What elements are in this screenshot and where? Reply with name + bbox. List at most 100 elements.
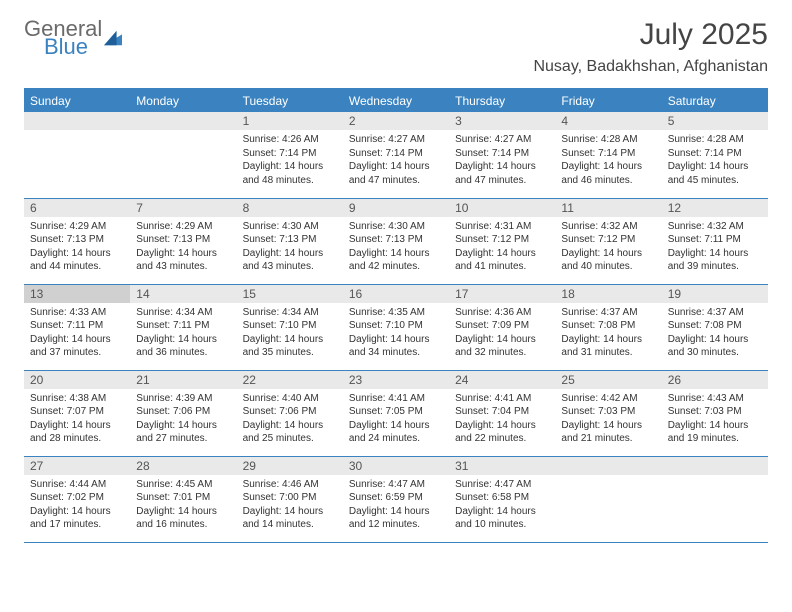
day-number: 26 [662, 371, 768, 389]
day-number: 8 [237, 199, 343, 217]
sunrise-line: Sunrise: 4:30 AM [243, 220, 337, 234]
day-number: 2 [343, 112, 449, 130]
day-number: 3 [449, 112, 555, 130]
day-number: 19 [662, 285, 768, 303]
daylight-line: Daylight: 14 hours and 47 minutes. [455, 160, 549, 187]
cell-body: Sunrise: 4:44 AMSunset: 7:02 PMDaylight:… [24, 475, 130, 535]
cell-body: Sunrise: 4:42 AMSunset: 7:03 PMDaylight:… [555, 389, 661, 449]
sunset-line: Sunset: 7:06 PM [136, 405, 230, 419]
daylight-line: Daylight: 14 hours and 25 minutes. [243, 419, 337, 446]
calendar-cell [662, 456, 768, 542]
calendar-cell: 3Sunrise: 4:27 AMSunset: 7:14 PMDaylight… [449, 112, 555, 198]
sunset-line: Sunset: 7:07 PM [30, 405, 124, 419]
location-text: Nusay, Badakhshan, Afghanistan [533, 58, 768, 76]
cell-body: Sunrise: 4:30 AMSunset: 7:13 PMDaylight:… [343, 217, 449, 277]
cell-body: Sunrise: 4:30 AMSunset: 7:13 PMDaylight:… [237, 217, 343, 277]
calendar-cell: 2Sunrise: 4:27 AMSunset: 7:14 PMDaylight… [343, 112, 449, 198]
daylight-line: Daylight: 14 hours and 24 minutes. [349, 419, 443, 446]
daylight-line: Daylight: 14 hours and 32 minutes. [455, 333, 549, 360]
calendar-cell [24, 112, 130, 198]
cell-body: Sunrise: 4:38 AMSunset: 7:07 PMDaylight:… [24, 389, 130, 449]
sunrise-line: Sunrise: 4:27 AM [455, 133, 549, 147]
sunrise-line: Sunrise: 4:33 AM [30, 306, 124, 320]
calendar-cell: 16Sunrise: 4:35 AMSunset: 7:10 PMDayligh… [343, 284, 449, 370]
calendar-cell: 20Sunrise: 4:38 AMSunset: 7:07 PMDayligh… [24, 370, 130, 456]
sunrise-line: Sunrise: 4:45 AM [136, 478, 230, 492]
cell-body: Sunrise: 4:34 AMSunset: 7:10 PMDaylight:… [237, 303, 343, 363]
cell-body: Sunrise: 4:47 AMSunset: 6:58 PMDaylight:… [449, 475, 555, 535]
day-number: 7 [130, 199, 236, 217]
daylight-line: Daylight: 14 hours and 40 minutes. [561, 247, 655, 274]
day-number: 11 [555, 199, 661, 217]
cell-body: Sunrise: 4:27 AMSunset: 7:14 PMDaylight:… [343, 130, 449, 190]
sunrise-line: Sunrise: 4:27 AM [349, 133, 443, 147]
daylight-line: Daylight: 14 hours and 21 minutes. [561, 419, 655, 446]
daylight-line: Daylight: 14 hours and 17 minutes. [30, 505, 124, 532]
day-number: 12 [662, 199, 768, 217]
sunrise-line: Sunrise: 4:43 AM [668, 392, 762, 406]
sunrise-line: Sunrise: 4:32 AM [668, 220, 762, 234]
daylight-line: Daylight: 14 hours and 36 minutes. [136, 333, 230, 360]
calendar-cell: 12Sunrise: 4:32 AMSunset: 7:11 PMDayligh… [662, 198, 768, 284]
sunset-line: Sunset: 7:10 PM [243, 319, 337, 333]
calendar-cell: 5Sunrise: 4:28 AMSunset: 7:14 PMDaylight… [662, 112, 768, 198]
sunset-line: Sunset: 7:03 PM [668, 405, 762, 419]
calendar-cell: 23Sunrise: 4:41 AMSunset: 7:05 PMDayligh… [343, 370, 449, 456]
calendar-cell: 22Sunrise: 4:40 AMSunset: 7:06 PMDayligh… [237, 370, 343, 456]
day-number: 31 [449, 457, 555, 475]
sunset-line: Sunset: 7:02 PM [30, 491, 124, 505]
calendar-week-row: 13Sunrise: 4:33 AMSunset: 7:11 PMDayligh… [24, 284, 768, 370]
daylight-line: Daylight: 14 hours and 27 minutes. [136, 419, 230, 446]
daylight-line: Daylight: 14 hours and 31 minutes. [561, 333, 655, 360]
sunset-line: Sunset: 7:10 PM [349, 319, 443, 333]
sunrise-line: Sunrise: 4:41 AM [349, 392, 443, 406]
daylight-line: Daylight: 14 hours and 37 minutes. [30, 333, 124, 360]
daylight-line: Daylight: 14 hours and 10 minutes. [455, 505, 549, 532]
sunrise-line: Sunrise: 4:28 AM [668, 133, 762, 147]
sunrise-line: Sunrise: 4:39 AM [136, 392, 230, 406]
daylight-line: Daylight: 14 hours and 42 minutes. [349, 247, 443, 274]
calendar-cell: 31Sunrise: 4:47 AMSunset: 6:58 PMDayligh… [449, 456, 555, 542]
sunrise-line: Sunrise: 4:31 AM [455, 220, 549, 234]
cell-body: Sunrise: 4:32 AMSunset: 7:12 PMDaylight:… [555, 217, 661, 277]
cell-body: Sunrise: 4:27 AMSunset: 7:14 PMDaylight:… [449, 130, 555, 190]
calendar-cell: 28Sunrise: 4:45 AMSunset: 7:01 PMDayligh… [130, 456, 236, 542]
page-header: General Blue July 2025 Nusay, Badakhshan… [24, 18, 768, 76]
calendar-cell: 9Sunrise: 4:30 AMSunset: 7:13 PMDaylight… [343, 198, 449, 284]
cell-body: Sunrise: 4:41 AMSunset: 7:05 PMDaylight:… [343, 389, 449, 449]
day-number: 13 [24, 285, 130, 303]
day-number: 22 [237, 371, 343, 389]
calendar-cell: 1Sunrise: 4:26 AMSunset: 7:14 PMDaylight… [237, 112, 343, 198]
month-title: July 2025 [533, 18, 768, 52]
sunset-line: Sunset: 7:01 PM [136, 491, 230, 505]
day-number [130, 112, 236, 130]
daylight-line: Daylight: 14 hours and 44 minutes. [30, 247, 124, 274]
day-number: 27 [24, 457, 130, 475]
daylight-line: Daylight: 14 hours and 14 minutes. [243, 505, 337, 532]
sunrise-line: Sunrise: 4:38 AM [30, 392, 124, 406]
cell-body: Sunrise: 4:29 AMSunset: 7:13 PMDaylight:… [24, 217, 130, 277]
cell-body: Sunrise: 4:31 AMSunset: 7:12 PMDaylight:… [449, 217, 555, 277]
day-number: 16 [343, 285, 449, 303]
sunrise-line: Sunrise: 4:30 AM [349, 220, 443, 234]
cell-body: Sunrise: 4:47 AMSunset: 6:59 PMDaylight:… [343, 475, 449, 535]
sunset-line: Sunset: 6:59 PM [349, 491, 443, 505]
sunrise-line: Sunrise: 4:28 AM [561, 133, 655, 147]
sunrise-line: Sunrise: 4:35 AM [349, 306, 443, 320]
sunset-line: Sunset: 7:13 PM [243, 233, 337, 247]
daylight-line: Daylight: 14 hours and 47 minutes. [349, 160, 443, 187]
cell-body: Sunrise: 4:37 AMSunset: 7:08 PMDaylight:… [555, 303, 661, 363]
calendar-cell: 4Sunrise: 4:28 AMSunset: 7:14 PMDaylight… [555, 112, 661, 198]
daylight-line: Daylight: 14 hours and 35 minutes. [243, 333, 337, 360]
sunrise-line: Sunrise: 4:34 AM [136, 306, 230, 320]
calendar-cell: 29Sunrise: 4:46 AMSunset: 7:00 PMDayligh… [237, 456, 343, 542]
logo-triangle-icon [104, 30, 122, 46]
daylight-line: Daylight: 14 hours and 46 minutes. [561, 160, 655, 187]
day-header: Thursday [449, 90, 555, 112]
day-number: 14 [130, 285, 236, 303]
sunset-line: Sunset: 7:00 PM [243, 491, 337, 505]
day-number: 5 [662, 112, 768, 130]
cell-body: Sunrise: 4:43 AMSunset: 7:03 PMDaylight:… [662, 389, 768, 449]
day-number: 17 [449, 285, 555, 303]
calendar-cell: 25Sunrise: 4:42 AMSunset: 7:03 PMDayligh… [555, 370, 661, 456]
